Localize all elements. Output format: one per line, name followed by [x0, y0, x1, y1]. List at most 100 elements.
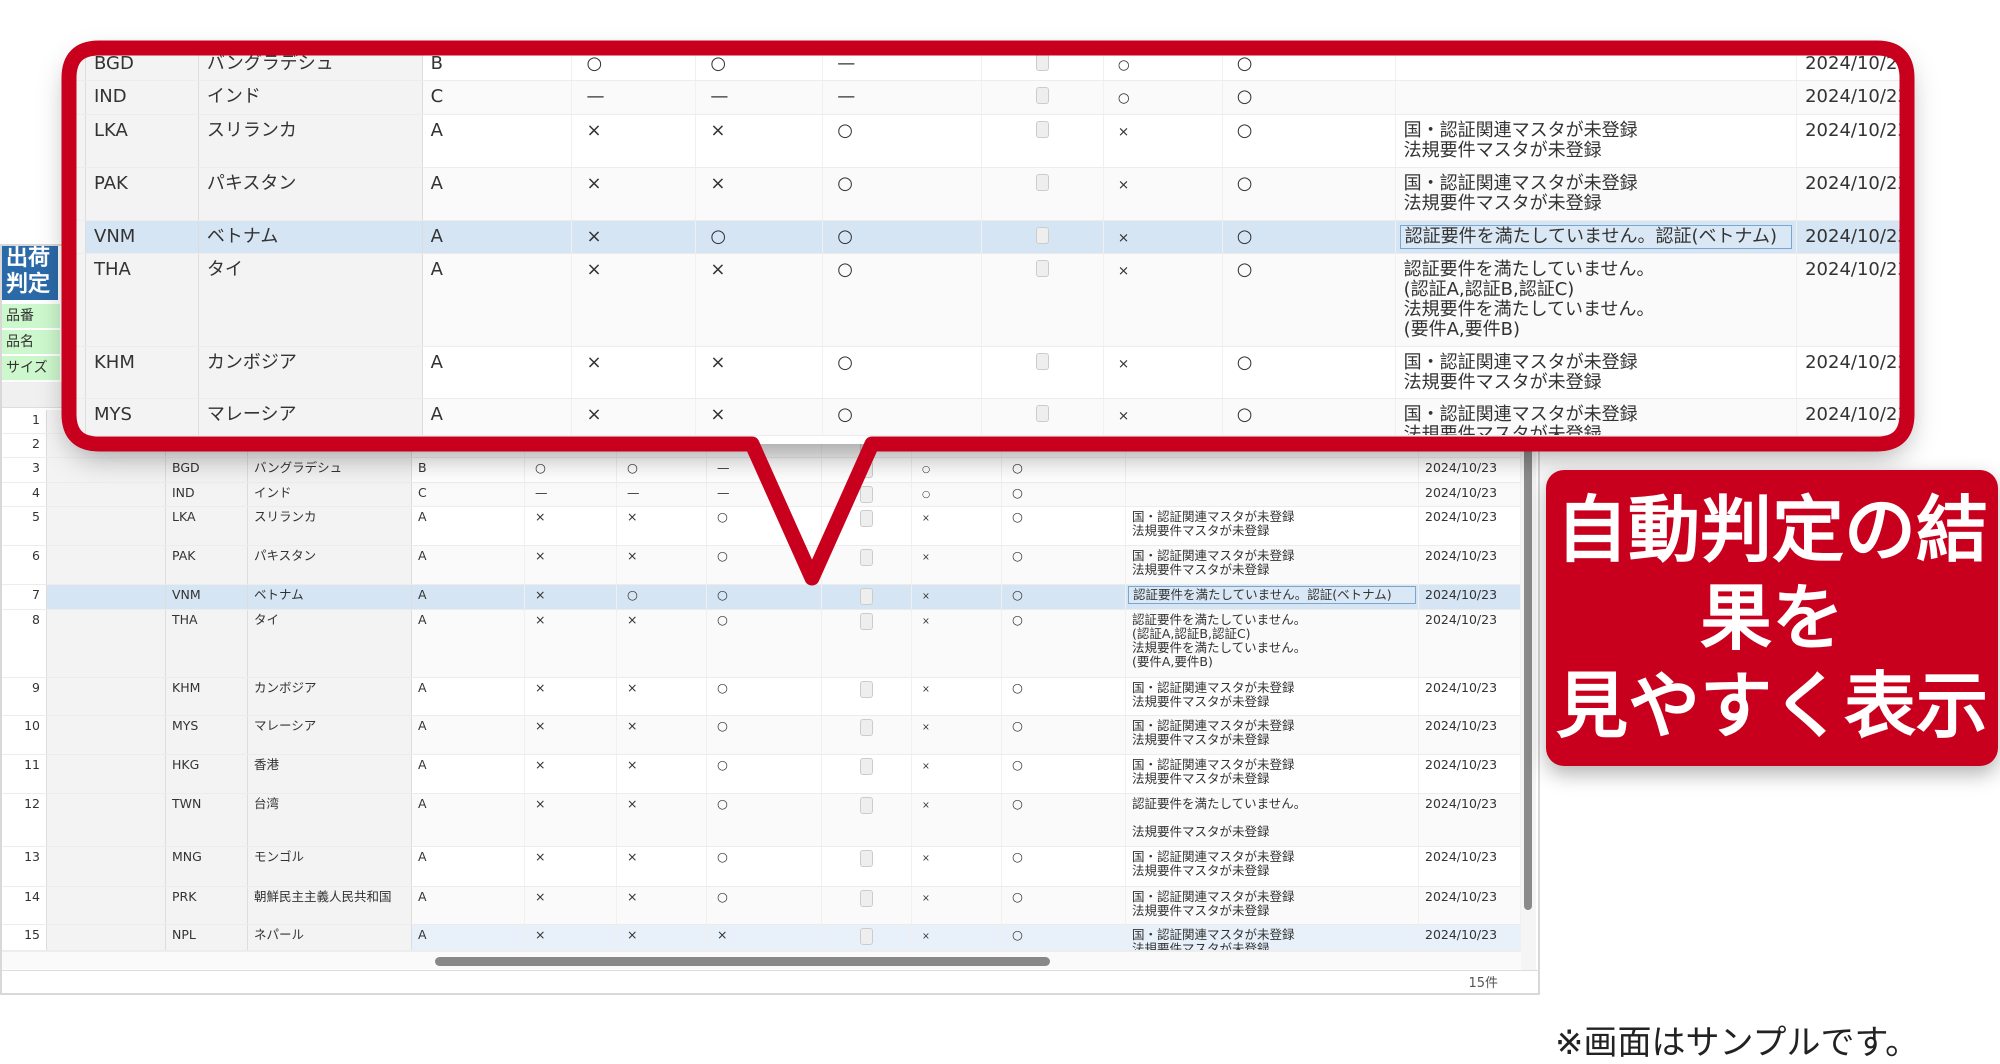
cell-chk[interactable]	[822, 755, 912, 793]
cell-chk[interactable]	[982, 399, 1104, 435]
cell-chk[interactable]	[982, 347, 1104, 398]
window-title: 出荷判定	[2, 246, 58, 300]
cell-chk[interactable]	[982, 115, 1104, 167]
table-row[interactable]: VNM ベトナム A × ○ ○ × ○ 認証要件を満たしていません。認証(ベトナム) 2024/…	[69, 221, 1907, 254]
cell-c2-text: ×	[627, 680, 638, 695]
cell-date: 2024/10/23	[1419, 847, 1521, 886]
table-row[interactable]: 12 TWN 台湾 A × × ○ × ○ 認証要件を満たしていません。 法規要件マスタが未登録 2…	[2, 794, 1521, 847]
cell-code-text: KHM	[94, 352, 135, 373]
cell-grade-text: C	[430, 86, 444, 107]
checkbox[interactable]	[860, 681, 873, 698]
cell-c2: ○	[696, 221, 824, 253]
checkbox[interactable]	[860, 928, 873, 945]
table-row[interactable]: IND インド C — — — ○ ○ 2024/10/23	[69, 81, 1907, 115]
cell-chk[interactable]	[822, 585, 912, 609]
table-row[interactable]: 11 HKG 香港 A × × ○ × ○ 国・認証関連マスタが未登録 法規要件マスタが未登録 20…	[2, 755, 1521, 794]
cell-chk[interactable]	[982, 81, 1104, 114]
cell-code: HKG	[166, 755, 248, 793]
table-row[interactable]: 10 MYS マレーシア A × × ○ × ○ 国・認証関連マスタが未登録 法規要件マスタが未登…	[2, 716, 1521, 755]
checkbox[interactable]	[860, 549, 873, 566]
checkbox[interactable]	[860, 890, 873, 907]
cell-chk[interactable]	[982, 221, 1104, 253]
cell-c5: ×	[912, 925, 1002, 950]
cell-grade-text: A	[418, 548, 427, 563]
checkbox[interactable]	[860, 510, 873, 527]
table-row[interactable]: 6 PAK パキスタン A × × ○ × ○ 国・認証関連マスタが未登録 法規要件マスタが未登録…	[2, 546, 1521, 585]
table-row[interactable]: KHM カンボジア A × × ○ × ○ 国・認証関連マスタが未登録 法規要件マスタが未登録 2…	[69, 347, 1907, 399]
cell-chk[interactable]	[822, 716, 912, 754]
cell-no-text: 15	[24, 927, 40, 942]
table-row[interactable]: LKA スリランカ A × × ○ × ○ 国・認証関連マスタが未登録 法規要件マスタが未登録 2…	[69, 115, 1907, 168]
cell-grade-text: A	[418, 718, 427, 733]
cell-no: 9	[2, 678, 47, 715]
cell-c3: ○	[823, 221, 983, 253]
cell-c6: ○	[1223, 347, 1396, 398]
checkbox[interactable]	[860, 588, 873, 605]
cell-c2-text: ○	[710, 226, 727, 247]
cell-date-text: 2024/10/23	[1425, 587, 1498, 602]
vertical-scrollbar[interactable]	[1521, 410, 1536, 970]
checkbox[interactable]	[1035, 227, 1049, 244]
checkbox[interactable]	[860, 797, 873, 814]
cell-chk[interactable]	[822, 546, 912, 584]
table-row[interactable]: 8 THA タイ A × × ○ × ○ 認証要件を満たしていません。 (認証A,認証B,認証C)…	[2, 610, 1521, 678]
cell-no-text: 14	[24, 889, 40, 904]
cell-c5-text: ×	[922, 761, 930, 772]
cell-date: 2024/10/23	[1419, 755, 1521, 793]
checkbox[interactable]	[860, 850, 873, 867]
table-row[interactable]: 9 KHM カンボジア A × × ○ × ○ 国・認証関連マスタが未登録 法規要件マスタが未登録…	[2, 678, 1521, 716]
cell-chk[interactable]	[982, 48, 1104, 80]
cell-chk[interactable]	[822, 847, 912, 886]
cell-chk[interactable]	[822, 610, 912, 677]
checkbox[interactable]	[1035, 174, 1049, 191]
cell-code-text: LKA	[172, 509, 196, 524]
cell-c6: ○	[1002, 483, 1126, 506]
horizontal-scrollbar[interactable]	[2, 951, 1521, 969]
cell-grade-text: A	[418, 587, 427, 602]
cell-chk[interactable]	[822, 507, 912, 545]
cell-chk[interactable]	[822, 483, 912, 506]
checkbox[interactable]	[1035, 405, 1049, 422]
vertical-scroll-thumb[interactable]	[1524, 430, 1532, 910]
table-row[interactable]: 15 NPL ネパール A × × × × ○ 国・認証関連マスタが未登録 法規要件マスタが未登録…	[2, 925, 1521, 951]
cell-chk[interactable]	[822, 794, 912, 846]
cell-date-text: 2024/10/23	[1425, 548, 1498, 563]
table-row[interactable]: 14 PRK 朝鮮民主主義人民共和国 A × × ○ × ○ 国・認証関連マスタが未登録 法規要件…	[2, 887, 1521, 925]
table-row[interactable]: 13 MNG モンゴル A × × ○ × ○ 国・認証関連マスタが未登録 法規要件マスタが未登録…	[2, 847, 1521, 887]
checkbox[interactable]	[860, 461, 873, 478]
cell-c6-text: ○	[1012, 718, 1023, 733]
cell-chk[interactable]	[982, 168, 1104, 220]
cell-name: 朝鮮民主主義人民共和国	[248, 887, 412, 924]
table-row[interactable]: BGD バングラデシュ B ○ ○ — ○ ○ 2024/10/23	[69, 48, 1907, 81]
cell-grade: A	[412, 755, 525, 793]
checkbox[interactable]	[860, 719, 873, 736]
cell-date-text: 2024/10/23	[1805, 259, 1907, 280]
checkbox[interactable]	[860, 486, 873, 503]
cell-chk[interactable]	[822, 678, 912, 715]
cell-no-text: 2	[32, 436, 40, 451]
table-row[interactable]: 5 LKA スリランカ A × × ○ × ○ 国・認証関連マスタが未登録 法規要件マスタが未登録…	[2, 507, 1521, 546]
cell-chk[interactable]	[822, 458, 912, 482]
checkbox[interactable]	[1035, 260, 1049, 277]
cell-grade-text: A	[418, 612, 427, 627]
table-row[interactable]: THA タイ A × × ○ × ○ 認証要件を満たしていません。 (認証A,認証B,認証C) …	[69, 254, 1907, 347]
cell-grade-text: A	[430, 404, 443, 425]
cell-chk[interactable]	[982, 254, 1104, 346]
cell-chk[interactable]	[822, 925, 912, 950]
cell-c6: ○	[1223, 399, 1396, 435]
table-row[interactable]: 3 BGD バングラデシュ B ○ ○ — ○ ○ 2024/10/23	[2, 458, 1521, 483]
cell-c2: ×	[696, 399, 824, 435]
cell-chk[interactable]	[822, 887, 912, 924]
checkbox[interactable]	[1035, 121, 1049, 138]
checkbox[interactable]	[1035, 54, 1049, 71]
checkbox[interactable]	[1035, 353, 1049, 370]
checkbox[interactable]	[1035, 87, 1049, 104]
table-row[interactable]: PAK パキスタン A × × ○ × ○ 国・認証関連マスタが未登録 法規要件マスタが未登録 2…	[69, 168, 1907, 221]
horizontal-scroll-thumb[interactable]	[435, 957, 1050, 966]
table-row[interactable]: 7 VNM ベトナム A × ○ ○ × ○ 認証要件を満たしていません。認証(ベトナム) 2024…	[2, 585, 1521, 610]
checkbox[interactable]	[860, 758, 873, 775]
table-row[interactable]: MYS マレーシア A × × ○ × ○ 国・認証関連マスタが未登録 法規要件マスタが未登録 2…	[69, 399, 1907, 436]
table-row[interactable]: 4 IND インド C — — — ○ ○ 2024/10/23	[2, 483, 1521, 507]
cell-c1: ×	[572, 168, 697, 220]
checkbox[interactable]	[860, 613, 873, 630]
